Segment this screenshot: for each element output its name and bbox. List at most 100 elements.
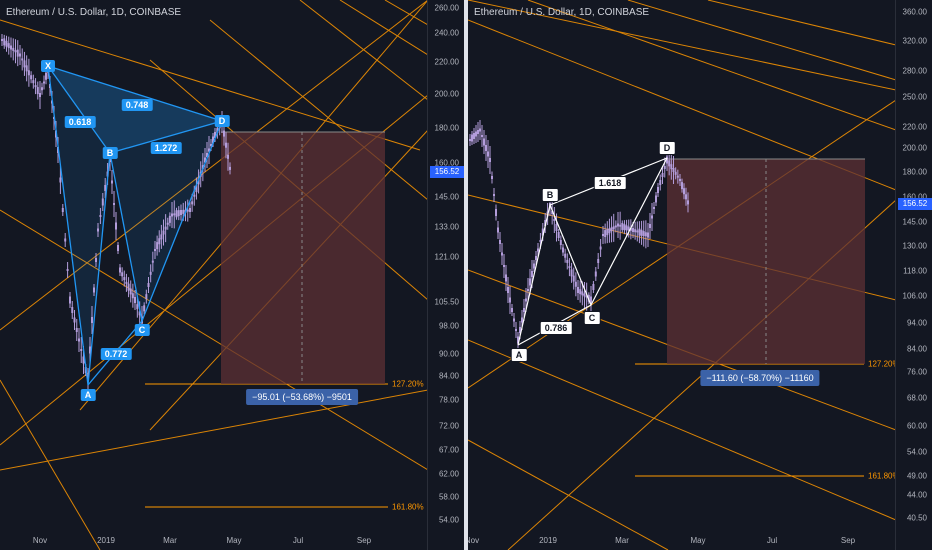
- candle-body: [625, 225, 628, 231]
- candle-body: [93, 287, 95, 293]
- price-tick: 280.00: [902, 66, 927, 76]
- candle-body: [599, 246, 602, 250]
- candle-body: [208, 148, 210, 152]
- candle-body: [149, 271, 152, 275]
- candle-body: [471, 134, 473, 142]
- chart-panel-right[interactable]: Ethereum / U.S. Dollar, 1D, COINBASE A B…: [468, 0, 932, 550]
- plot-area-right[interactable]: [468, 0, 896, 550]
- chart-panel-left[interactable]: Ethereum / U.S. Dollar, 1D, COINBASE X A…: [0, 0, 464, 550]
- price-tick: 130.00: [902, 241, 927, 251]
- candle-body: [121, 272, 124, 277]
- price-tick: 72.00: [438, 421, 459, 431]
- candle-body: [489, 158, 491, 162]
- price-axis-left[interactable]: 260.00 240.00 220.00 200.00 180.00 160.0…: [427, 0, 464, 550]
- candle-body: [136, 304, 139, 310]
- candle-body: [95, 258, 97, 262]
- candles-left: [1, 34, 231, 392]
- candle-body: [666, 156, 668, 164]
- current-price-tag-right: 156.52: [898, 198, 932, 210]
- time-tick: Sep: [356, 536, 372, 545]
- candle-body: [564, 253, 567, 258]
- candle-body: [10, 45, 12, 50]
- candle-body: [131, 293, 134, 299]
- candle-body: [585, 295, 588, 298]
- candle-body: [568, 266, 571, 269]
- candle-body: [627, 226, 630, 231]
- price-tick: 180.00: [902, 167, 927, 177]
- candle-body: [517, 336, 519, 344]
- candle-body: [164, 226, 167, 230]
- candle-body: [89, 346, 91, 354]
- measure-label-left: −95.01 (−53.68%) −9501: [246, 389, 358, 405]
- candle-body: [16, 49, 19, 57]
- candle-body: [180, 210, 182, 215]
- price-tick: 44.00: [906, 490, 927, 500]
- candle-body: [670, 164, 673, 170]
- candle-body: [154, 249, 156, 251]
- candle-body: [487, 151, 489, 157]
- price-tick: 98.00: [438, 321, 459, 331]
- candles-right: [469, 120, 689, 348]
- candle-body: [642, 231, 645, 237]
- candle-body: [493, 194, 495, 196]
- candle-body: [109, 158, 111, 162]
- candle-body: [189, 208, 191, 212]
- candle-body: [111, 180, 113, 184]
- candle-body: [78, 338, 80, 342]
- candle-body: [41, 87, 43, 91]
- candle-body: [191, 201, 194, 205]
- candle-body: [23, 60, 26, 68]
- candle-body: [632, 228, 634, 232]
- price-tick: 54.00: [438, 515, 459, 525]
- fib-label-127-right: 127.20%: [868, 359, 900, 369]
- price-axis-right[interactable]: 360.00 320.00 280.00 250.00 220.00 200.0…: [895, 0, 932, 550]
- candle-body: [661, 173, 664, 177]
- candle-body: [535, 256, 537, 260]
- candle-body: [636, 230, 639, 233]
- candle-body: [12, 47, 15, 51]
- candle-body: [97, 228, 99, 232]
- candle-body: [505, 274, 507, 282]
- candle-body: [509, 297, 511, 303]
- candle-body: [583, 293, 586, 297]
- candle-body: [541, 228, 544, 236]
- candle-body: [681, 182, 683, 190]
- candle-body: [608, 228, 611, 234]
- plot-area-left[interactable]: [0, 0, 428, 550]
- candle-body: [158, 238, 161, 245]
- candle-body: [91, 317, 93, 323]
- price-tick: 60.00: [906, 421, 927, 431]
- candle-body: [19, 53, 21, 57]
- candle-body: [477, 130, 479, 134]
- projection-box-left[interactable]: [221, 132, 385, 384]
- candle-body: [14, 50, 17, 53]
- candle-body: [39, 93, 41, 97]
- candle-body: [572, 275, 575, 282]
- candle-body: [657, 187, 659, 193]
- candle-body: [619, 224, 622, 227]
- current-price-tag-left: 156.52: [430, 166, 464, 178]
- candle-body: [229, 166, 231, 170]
- time-tick: 2019: [539, 536, 557, 545]
- candle-body: [125, 281, 128, 284]
- candle-body: [644, 232, 647, 237]
- candle-body: [566, 259, 569, 263]
- candle-body: [73, 317, 76, 323]
- candle-body: [676, 175, 679, 178]
- candle-body: [655, 195, 657, 203]
- time-tick: Mar: [163, 536, 177, 545]
- candle-body: [581, 291, 584, 296]
- point-c-label: C: [134, 324, 150, 336]
- chart-title-left: Ethereum / U.S. Dollar, 1D, COINBASE: [6, 7, 182, 18]
- candle-body: [659, 180, 662, 185]
- candle-body: [214, 132, 216, 138]
- price-tick: 118.00: [903, 266, 927, 276]
- candle-body: [579, 289, 582, 295]
- time-tick: 2019: [97, 536, 115, 545]
- candle-body: [469, 139, 471, 141]
- candle-body: [672, 168, 675, 172]
- time-tick: Mar: [615, 536, 629, 545]
- price-tick: 84.00: [906, 344, 927, 354]
- price-tick: 145.00: [434, 192, 459, 202]
- candle-body: [570, 269, 573, 277]
